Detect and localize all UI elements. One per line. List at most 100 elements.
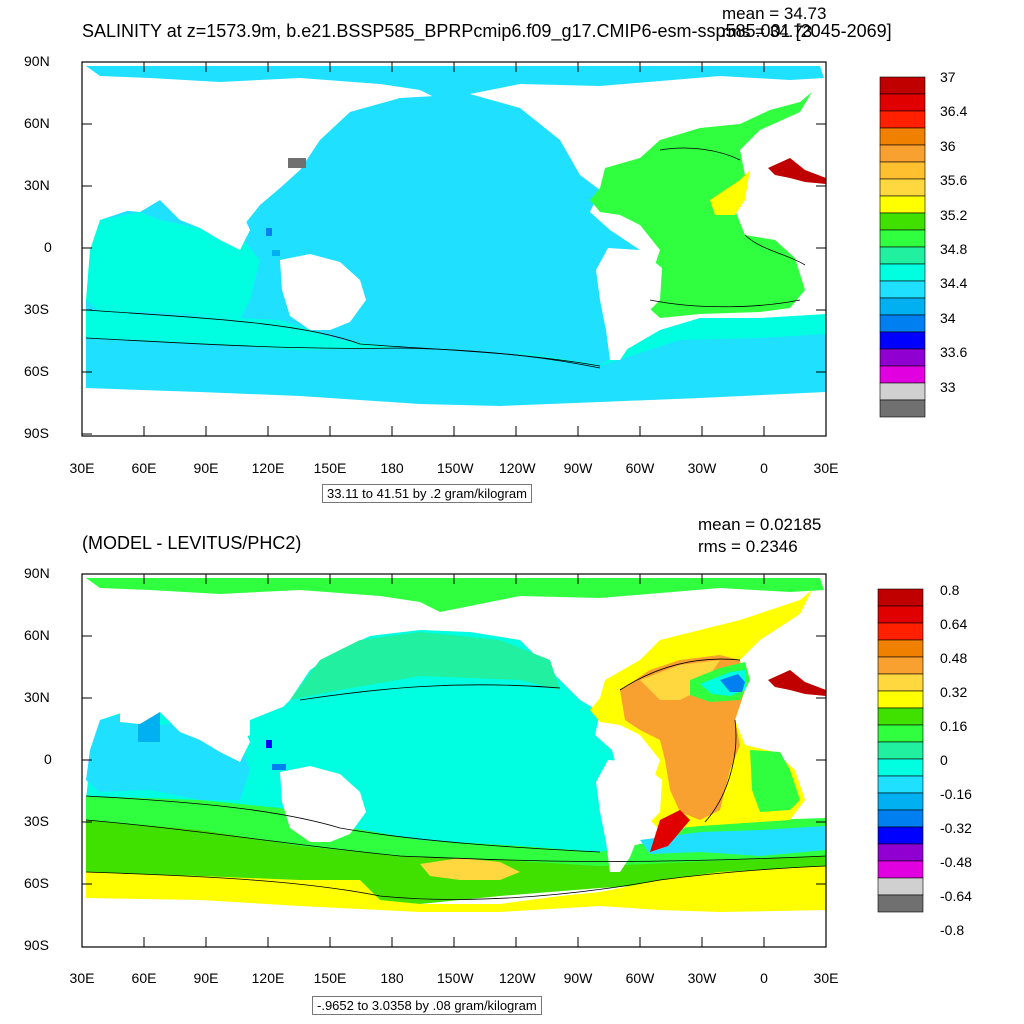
top-colorbar-swatch xyxy=(879,161,926,180)
top-colorbar-swatch xyxy=(879,212,926,231)
bottom-lat-label-60n: 60N xyxy=(24,627,50,643)
top-colorbar-label: 36 xyxy=(940,137,956,154)
top-colorbar-swatch xyxy=(879,246,926,265)
bottom-colorbar-swatch xyxy=(877,741,924,760)
bottom-colorbar-swatch xyxy=(877,690,924,709)
top-lon-label: 0 xyxy=(760,460,768,476)
bottom-lon-label: 90W xyxy=(563,970,593,986)
top-colorbar-swatch xyxy=(879,110,926,129)
bottom-lon-label: 60E xyxy=(131,970,157,986)
bottom-colorbar-swatch xyxy=(877,588,924,607)
bottom-colorbar-swatch xyxy=(877,843,924,862)
top-lon-label: 120W xyxy=(499,460,536,476)
bottom-colorbar-swatch xyxy=(877,809,924,828)
bottom-lon-label: 30E xyxy=(813,970,839,986)
bottom-mean-label: mean = 0.02185 xyxy=(698,515,822,534)
bottom-colorbar-swatch xyxy=(877,656,924,675)
top-lat-label-90s: 90S xyxy=(24,425,49,441)
bottom-map xyxy=(82,574,826,947)
bottom-lat-label-30s: 30S xyxy=(24,813,49,829)
bottom-colorbar-swatch xyxy=(877,792,924,811)
top-colorbar-swatch xyxy=(879,127,926,146)
bottom-contour-info: -.9652 to 3.0358 by .08 gram/kilogram xyxy=(312,996,542,1015)
bottom-colorbar-swatch xyxy=(877,707,924,726)
top-colorbar-label: 36.4 xyxy=(940,103,968,120)
top-colorbar-label: 33.6 xyxy=(940,344,968,361)
top-colorbar-swatch xyxy=(879,195,926,214)
bottom-colorbar-swatch xyxy=(877,775,924,794)
top-lon-label: 150E xyxy=(313,460,347,476)
top-mean-label: mean = 34.73 xyxy=(722,4,827,23)
bottom-title: (MODEL - LEVITUS/PHC2) xyxy=(82,533,302,553)
top-colorbar-label: 37 xyxy=(940,69,956,85)
bottom-colorbar-swatch xyxy=(877,605,924,624)
top-colorbar-label: 34.4 xyxy=(940,275,968,292)
bottom-map-ticks xyxy=(82,574,826,947)
bottom-rms-label: rms = 0.2346 xyxy=(698,537,798,556)
top-lat-label-60s: 60S xyxy=(24,363,49,379)
top-colorbar-swatch xyxy=(879,280,926,299)
bottom-colorbar-swatch xyxy=(877,639,924,658)
top-colorbar-swatch xyxy=(879,144,926,163)
top-colorbar-swatch xyxy=(879,263,926,282)
bottom-colorbar-swatch xyxy=(877,877,924,896)
top-colorbar-label: 33 xyxy=(940,378,956,395)
bottom-lat-label-90s: 90S xyxy=(24,937,49,953)
top-colorbar-swatch xyxy=(879,297,926,316)
top-lat-label-90n: 90N xyxy=(24,53,50,69)
bottom-lon-label: 90E xyxy=(193,970,219,986)
top-contour-info: 33.11 to 41.51 by .2 gram/kilogram xyxy=(322,484,532,503)
bottom-colorbar-label: 0.8 xyxy=(940,582,960,598)
bottom-colorbar-label: -0.32 xyxy=(940,820,972,836)
top-colorbar-swatch xyxy=(879,382,926,401)
top-colorbar-swatch xyxy=(879,348,926,367)
top-lon-label: 60E xyxy=(131,460,157,476)
top-lat-label-eq: 0 xyxy=(44,239,52,255)
top-colorbar-label: 34.8 xyxy=(940,241,968,257)
top-lon-label: 120E xyxy=(251,460,285,476)
bottom-lon-label: 30W xyxy=(687,970,717,986)
bottom-colorbar-label: 0 xyxy=(940,752,948,768)
top-colorbar-label: 34 xyxy=(940,309,956,326)
top-colorbar-label: 35.2 xyxy=(940,206,968,223)
top-lat-label-60n: 60N xyxy=(24,115,50,131)
top-colorbar-swatch xyxy=(879,76,926,95)
bottom-lon-label: 120E xyxy=(251,970,285,986)
top-lon-label: 60W xyxy=(625,460,655,476)
top-colorbar xyxy=(879,76,926,418)
bottom-colorbar-label: -0.8 xyxy=(940,922,965,938)
bottom-lat-label-30n: 30N xyxy=(24,689,50,705)
top-colorbar-label: 35.6 xyxy=(940,172,968,189)
bottom-colorbar-swatch xyxy=(877,758,924,777)
bottom-lat-label-90n: 90N xyxy=(24,565,50,581)
bottom-colorbar-label: 0.32 xyxy=(940,684,968,700)
top-lat-label-30n: 30N xyxy=(24,177,50,193)
top-lon-label: 180 xyxy=(380,460,404,476)
bottom-colorbar-swatch xyxy=(877,724,924,743)
bottom-lon-label: 120W xyxy=(499,970,536,986)
top-lon-label: 30W xyxy=(687,460,717,476)
top-lon-label: 30E xyxy=(69,460,95,476)
top-lon-label: 150W xyxy=(437,460,474,476)
top-title: SALINITY at z=1573.9m, b.e21.BSSP585_BPR… xyxy=(82,21,892,41)
top-lon-label: 90W xyxy=(563,460,593,476)
bottom-lon-label: 150W xyxy=(437,970,474,986)
top-colorbar-swatch xyxy=(879,178,926,197)
top-map-ticks xyxy=(82,61,826,436)
top-colorbar-swatch xyxy=(879,399,926,418)
bottom-colorbar-swatch xyxy=(877,826,924,845)
bottom-colorbar-label: -0.16 xyxy=(940,786,972,802)
bottom-colorbar-label: 0.48 xyxy=(940,650,968,666)
bottom-colorbar-swatch xyxy=(877,673,924,692)
top-lon-label: 90E xyxy=(193,460,219,476)
bottom-lat-label-eq: 0 xyxy=(44,751,52,767)
bottom-colorbar-label: -0.64 xyxy=(940,888,972,904)
bottom-lon-label: 180 xyxy=(380,970,404,986)
top-colorbar-swatch xyxy=(879,314,926,333)
top-lon-label: 30E xyxy=(813,460,839,476)
bottom-colorbar-swatch xyxy=(877,622,924,641)
bottom-colorbar-label: 0.16 xyxy=(940,718,968,734)
bottom-lat-label-60s: 60S xyxy=(24,875,49,891)
bottom-colorbar-swatch xyxy=(877,860,924,879)
